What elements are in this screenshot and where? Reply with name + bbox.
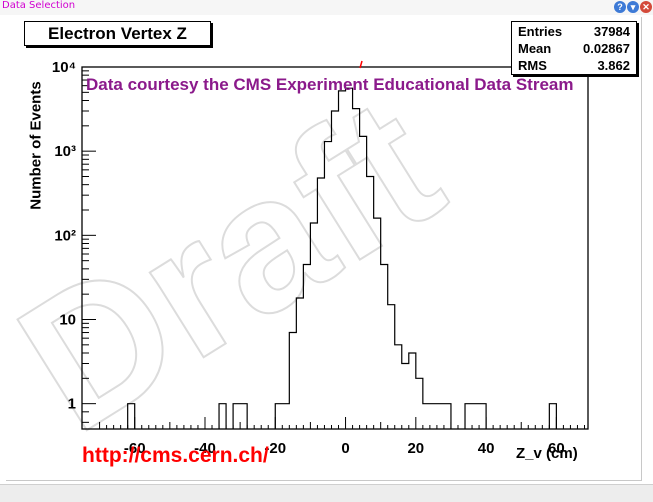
histogram-bin (282, 404, 289, 429)
histogram-bin (395, 345, 402, 429)
histogram-bin (472, 404, 479, 429)
histogram-bin (346, 88, 353, 429)
stats-mean-row: Mean 0.02867 (518, 40, 630, 57)
histogram-bin (381, 265, 388, 429)
y-tick-label: 10² (54, 227, 76, 244)
cms-url-link[interactable]: http://cms.cern.ch/ (82, 444, 269, 467)
histogram-bin (423, 404, 430, 429)
stats-rms-label: RMS (518, 58, 547, 73)
histogram-bin (317, 178, 324, 429)
histogram-bin (289, 333, 296, 429)
x-tick-label: -20 (264, 440, 286, 457)
status-bar (0, 484, 653, 502)
histogram-bin (549, 404, 556, 429)
histogram-bin (360, 136, 367, 429)
histogram-bin (437, 404, 444, 429)
minimize-icon[interactable]: ▾ (627, 1, 639, 13)
histogram-bin (331, 111, 338, 429)
y-tick-label: 10 (59, 311, 76, 328)
stats-rms-row: RMS 3.862 (518, 57, 630, 74)
y-tick-label: 10³ (54, 143, 76, 160)
x-axis-label: Z_v (cm) (516, 445, 578, 462)
histogram-bin (240, 404, 247, 429)
x-tick-label: -40 (194, 440, 216, 457)
window-titlebar[interactable]: Data Selection ? ▾ ✕ (0, 0, 653, 15)
histogram-bin (324, 142, 331, 429)
histogram-bin (374, 218, 381, 429)
stats-entries-value: 37984 (593, 24, 630, 39)
histogram-bin (402, 364, 409, 429)
x-tick-label: 40 (478, 440, 495, 457)
x-tick-label: -60 (124, 440, 146, 457)
histogram-bin (479, 404, 486, 429)
histogram-bin (233, 404, 240, 429)
chart-title: Electron Vertex Z (24, 21, 211, 46)
histogram-bin (128, 404, 135, 429)
histogram-bin (219, 404, 226, 429)
histogram-bin (303, 265, 310, 429)
histogram-bin (444, 404, 451, 429)
stats-entries-row: Entries 37984 (518, 23, 630, 40)
x-tick-label: 20 (407, 440, 424, 457)
histogram-bin (296, 298, 303, 429)
histogram-bin (367, 177, 374, 429)
y-tick-label: 10⁴ (52, 59, 76, 76)
y-axis-ticks: 1 10 10² 10³ 10⁴ (52, 59, 96, 423)
window-title: Data Selection (2, 0, 76, 11)
histogram-bin (416, 378, 423, 429)
plot-canvas[interactable]: Draft -60 -40 -20 0 20 40 60 1 10 10² 10³ 10⁴ Elec… (6, 17, 642, 481)
stats-rms-value: 3.862 (597, 58, 630, 73)
y-axis-label: Number of Events (27, 81, 45, 210)
x-tick-label: 60 (548, 440, 565, 457)
histogram-bin (310, 223, 317, 429)
x-tick-label: 0 (341, 440, 349, 457)
histogram-outline (127, 87, 557, 429)
x-axis-ticks: -60 -40 -20 0 20 40 60 (99, 417, 585, 457)
stats-mean-value: 0.02867 (583, 41, 630, 56)
y-tick-label: 1 (68, 396, 76, 413)
close-icon[interactable]: ✕ (640, 1, 652, 13)
top-red-tick (359, 60, 363, 69)
histogram-bin (353, 109, 360, 429)
histogram-bin (275, 404, 282, 429)
histogram-bin (339, 91, 346, 429)
data-courtesy-note: Data courtesy the CMS Experiment Educati… (86, 75, 574, 94)
help-icon[interactable]: ? (614, 1, 626, 13)
histogram-bin (388, 305, 395, 429)
stats-box: Entries 37984 Mean 0.02867 RMS 3.862 (511, 21, 637, 75)
histogram-bin (465, 404, 472, 429)
histogram-bin (409, 353, 416, 429)
histogram-bin (430, 404, 437, 429)
stats-mean-label: Mean (518, 41, 552, 56)
stats-entries-label: Entries (518, 24, 563, 39)
